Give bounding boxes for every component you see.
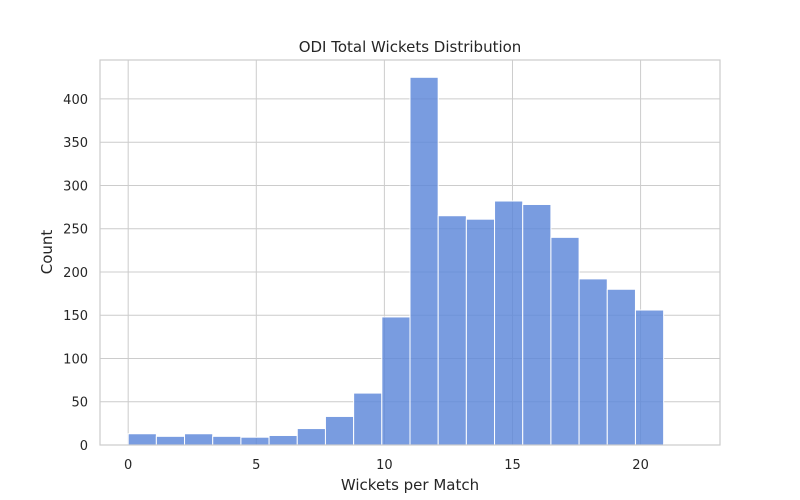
histogram-bar — [606, 288, 636, 446]
histogram-bar — [550, 236, 580, 446]
x-tick-labels: 0 5 10 15 20 — [124, 458, 649, 473]
histogram-bar — [212, 435, 242, 446]
x-tick-label: 10 — [376, 458, 393, 473]
histogram-bar — [465, 218, 496, 446]
y-tick-label: 0 — [80, 439, 88, 454]
histogram-bar — [578, 278, 608, 446]
y-tick-label: 50 — [71, 396, 88, 411]
histogram-bar — [353, 392, 383, 446]
histogram-bar — [381, 316, 411, 446]
y-tick-label: 150 — [63, 309, 88, 324]
x-tick-label: 5 — [252, 458, 260, 473]
y-axis-label: Count — [38, 230, 56, 275]
histogram-bar — [127, 433, 157, 446]
chart-title: ODI Total Wickets Distribution — [299, 38, 522, 56]
histogram-bar — [324, 415, 355, 446]
y-tick-label: 300 — [63, 179, 88, 194]
histogram-bar — [240, 436, 270, 446]
histogram-bar — [409, 76, 439, 446]
histogram-bar — [296, 428, 326, 446]
histogram-bar — [268, 434, 298, 446]
histogram-bar — [437, 215, 467, 446]
y-tick-labels: 0 50 100 150 200 250 300 350 400 — [63, 93, 88, 454]
x-axis-label: Wickets per Match — [341, 476, 479, 494]
plot-frame — [99, 59, 721, 446]
x-tick-label: 0 — [124, 458, 132, 473]
x-tick-label: 20 — [632, 458, 649, 473]
histogram-bar — [155, 435, 186, 446]
y-tick-label: 250 — [63, 223, 88, 238]
y-tick-label: 350 — [63, 136, 88, 151]
histogram-bar — [494, 200, 524, 446]
y-tick-label: 100 — [63, 352, 88, 367]
y-tick-label: 400 — [63, 93, 88, 108]
histogram-bars — [127, 76, 693, 446]
histogram-bar — [634, 309, 665, 446]
histogram-bar — [184, 433, 214, 446]
y-tick-label: 200 — [63, 266, 88, 281]
x-tick-label: 15 — [504, 458, 521, 473]
histogram-bar — [522, 203, 552, 446]
